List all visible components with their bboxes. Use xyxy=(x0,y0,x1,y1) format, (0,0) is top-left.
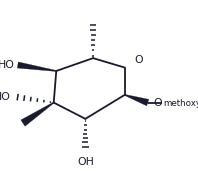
Polygon shape xyxy=(21,102,54,126)
Text: OH: OH xyxy=(77,157,94,167)
Polygon shape xyxy=(17,62,56,71)
Text: O: O xyxy=(153,98,162,108)
Text: HO: HO xyxy=(0,60,14,70)
Text: HO: HO xyxy=(0,92,11,102)
Text: methoxy: methoxy xyxy=(163,99,198,108)
Text: O: O xyxy=(134,55,143,65)
Polygon shape xyxy=(125,94,149,106)
